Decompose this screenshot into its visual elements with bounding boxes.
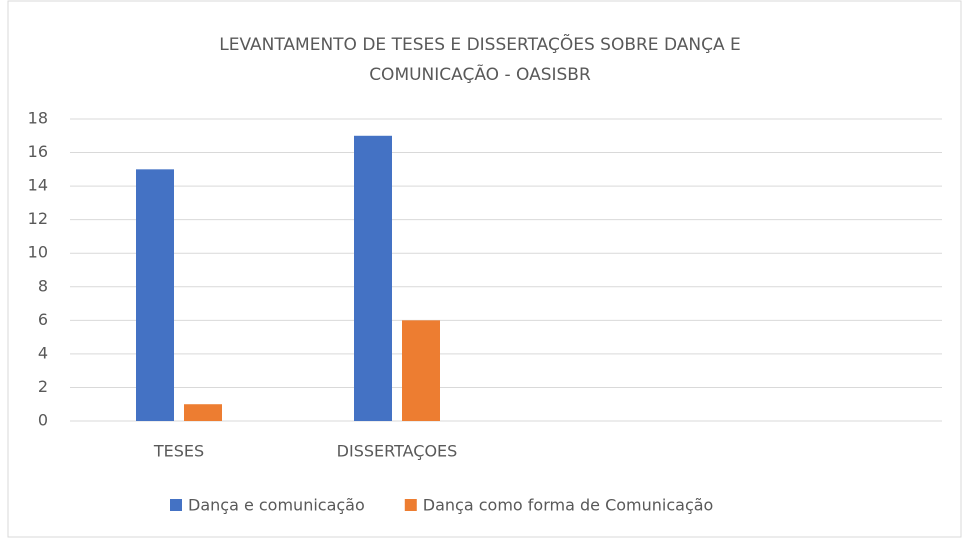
y-tick-label: 6	[38, 310, 48, 329]
y-tick-label: 16	[28, 142, 48, 161]
chart-title: LEVANTAMENTO DE TESES E DISSERTAÇÕES SOB…	[219, 35, 741, 85]
bar	[402, 320, 440, 421]
y-tick-label: 2	[38, 377, 48, 396]
y-tick-label: 14	[28, 176, 48, 195]
x-tick-label: TESES	[153, 442, 204, 461]
bar	[184, 404, 222, 421]
legend-label: Dança como forma de Comunicação	[423, 496, 714, 515]
legend-swatch	[170, 499, 182, 511]
bar	[136, 169, 174, 421]
legend-label: Dança e comunicação	[188, 496, 365, 515]
y-tick-label: 0	[38, 411, 48, 430]
x-tick-label: DISSERTAÇOES	[337, 442, 458, 461]
y-tick-label: 18	[28, 109, 48, 128]
y-tick-label: 4	[38, 343, 48, 362]
bar	[354, 135, 392, 421]
y-tick-label: 12	[28, 209, 48, 228]
y-tick-label: 8	[38, 276, 48, 295]
legend-swatch	[404, 499, 417, 511]
frame	[7, 0, 962, 538]
y-tick-label: 10	[28, 243, 48, 262]
